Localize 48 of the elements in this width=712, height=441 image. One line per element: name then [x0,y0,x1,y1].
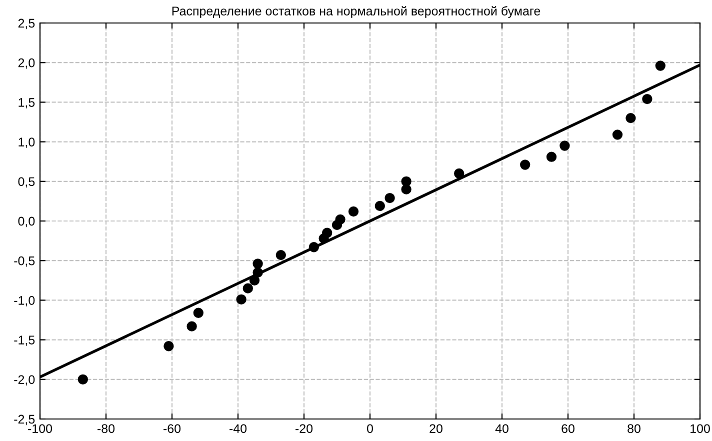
x-tick-label: -80 [98,424,115,434]
point [308,242,319,252]
y-tick-label: -1,0 [14,296,35,306]
point [249,275,260,286]
point [236,294,246,304]
x-tick-label: -20 [296,424,313,434]
point [454,168,464,179]
point [335,214,346,225]
y-tick-label: -2,5 [14,414,35,426]
point [612,130,623,140]
x-tick-label: 20 [430,424,442,434]
y-tick-label: -2,0 [14,375,35,386]
point [655,60,666,71]
point [164,341,174,352]
point [520,160,530,170]
point [348,206,359,217]
y-tick-label: 2,0 [18,58,35,69]
y-tick-label: -1,5 [14,336,35,346]
point [322,228,332,238]
y-tick-label: 2,5 [18,18,35,30]
x-tick-label: 100 [690,424,710,434]
x-tick-label: -40 [230,424,247,434]
point [193,308,204,318]
y-tick-label: 0,0 [18,216,35,228]
point [560,140,570,151]
point [626,112,636,124]
x-tick-label: -60 [164,424,181,434]
y-tick-label: 1,5 [18,98,35,108]
y-tick-label: -0,5 [14,256,35,267]
x-tick-label: 80 [628,424,640,434]
point [276,250,286,260]
y-tick-label: 0,5 [18,177,35,188]
chart-title: Распределение остатков на нормальной вероятностной бумаге [172,6,540,18]
point [252,258,263,269]
point [78,374,88,384]
point [374,200,385,212]
x-tick-label: 0 [367,424,373,434]
point [242,283,253,294]
point [642,94,652,104]
point [546,152,557,162]
y-tick-label: 1,0 [18,138,35,148]
point [186,321,197,332]
point [252,267,263,278]
point [401,176,412,186]
point [384,192,395,204]
x-tick-label: 40 [495,424,508,434]
x-tick-label: 60 [562,424,574,434]
x-tick-label: -100 [28,424,52,434]
